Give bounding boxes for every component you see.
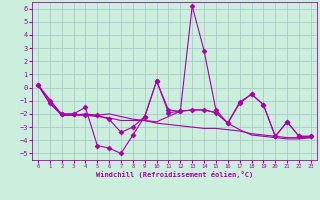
X-axis label: Windchill (Refroidissement éolien,°C): Windchill (Refroidissement éolien,°C) <box>96 171 253 178</box>
